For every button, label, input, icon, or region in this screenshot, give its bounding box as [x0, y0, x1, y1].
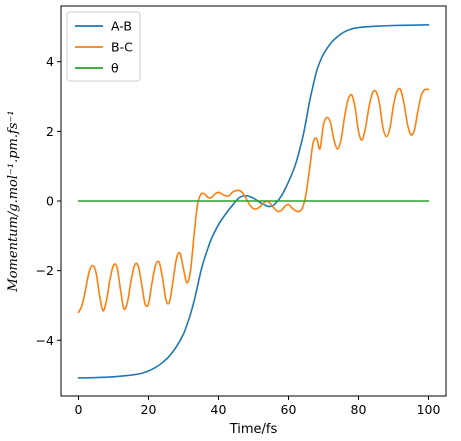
- legend-label-3: θ: [111, 61, 119, 76]
- series-line-2: [77, 87, 430, 314]
- x-tick-label: 100: [417, 402, 441, 417]
- y-axis-label: Momentum/g.mol⁻¹.pm.fs⁻¹: [6, 110, 21, 292]
- x-tick-label: 0: [75, 402, 83, 417]
- x-tick-label: 20: [141, 402, 157, 417]
- series-line-1: [77, 24, 430, 379]
- legend-label-2: B-C: [111, 40, 133, 55]
- y-tick-label: 2: [46, 124, 54, 139]
- y-axis-ticks: −4 −2 0 2 4: [36, 54, 61, 348]
- y-tick-label: −4: [36, 333, 54, 348]
- x-tick-label: 80: [351, 402, 367, 417]
- y-tick-label: 0: [46, 194, 54, 209]
- x-tick-label: 40: [211, 402, 227, 417]
- series-layer: [77, 24, 430, 379]
- y-tick-label: −2: [36, 263, 54, 278]
- x-tick-label: 60: [281, 402, 297, 417]
- x-axis-ticks: 0 20 40 60 80 100: [75, 396, 441, 417]
- y-tick-label: 4: [46, 54, 54, 69]
- legend-box: [66, 11, 141, 82]
- legend: A-B B-C θ: [66, 11, 141, 82]
- x-axis-label: Time/fs: [229, 422, 278, 437]
- legend-label-1: A-B: [111, 19, 132, 34]
